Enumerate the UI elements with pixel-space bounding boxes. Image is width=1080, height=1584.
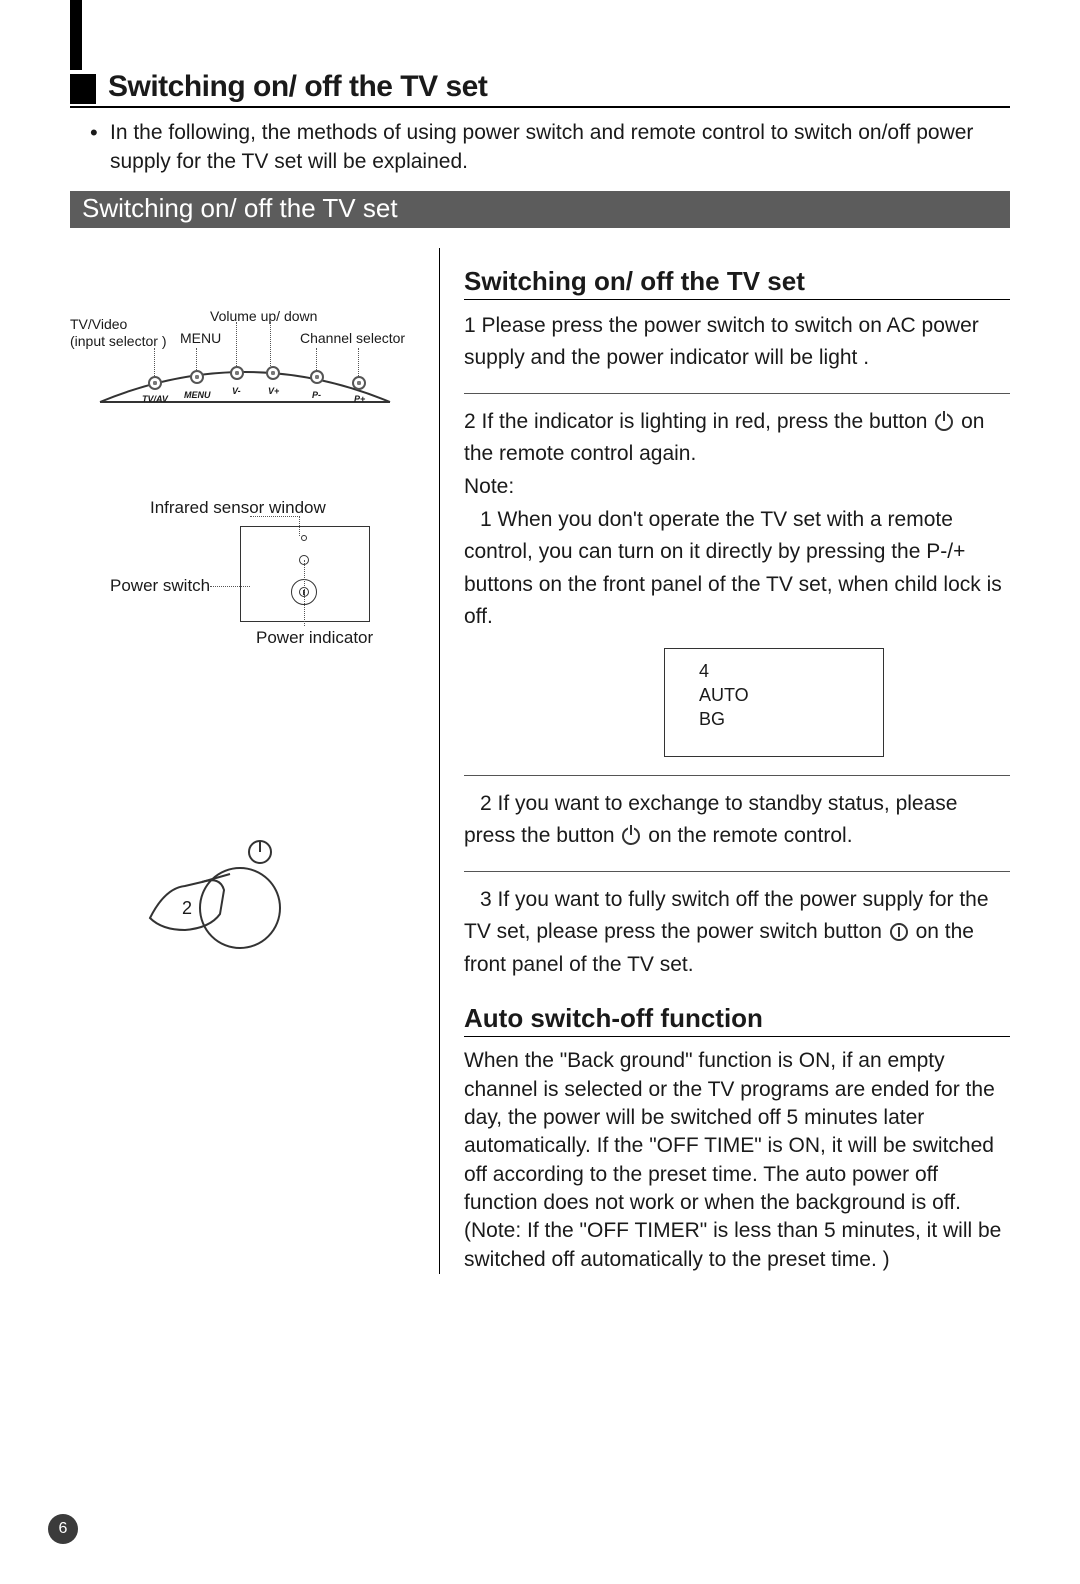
btn-label-5: P- <box>312 390 321 400</box>
left-column: TV/Video (input selector ) MENU Volume u… <box>70 248 440 1274</box>
label-tv-video: TV/Video (input selector ) <box>70 316 166 350</box>
remote-step-number: 2 <box>182 898 192 919</box>
page-title: Switching on/ off the TV set <box>108 70 487 104</box>
note2-b: on the remote control. <box>648 824 852 847</box>
page-corner-mark <box>70 0 82 70</box>
power-box <box>240 526 370 622</box>
leader-infrared <box>250 516 300 536</box>
separator-1 <box>464 393 1010 394</box>
panel-button-6 <box>352 376 366 390</box>
note-label: Note: <box>464 471 1010 504</box>
note3-a: 3 If you want to fully switch off the po… <box>464 888 989 944</box>
label-power-indicator: Power indicator <box>256 628 373 648</box>
osd-line-3: BG <box>699 707 865 731</box>
intro-text: In the following, the methods of using p… <box>110 118 1010 177</box>
infrared-dot <box>301 535 307 541</box>
step-1-text: 1 Please press the power switch to switc… <box>464 310 1010 375</box>
separator-3 <box>464 871 1010 872</box>
section-switching-title: Switching on/ off the TV set <box>464 266 1010 300</box>
front-panel-diagram: TV/Video (input selector ) MENU Volume u… <box>70 308 421 458</box>
btn-label-1: TV/AV <box>142 394 168 404</box>
panel-button-2 <box>190 370 204 384</box>
label-menu: MENU <box>180 330 221 347</box>
right-column: Switching on/ off the TV set 1 Please pr… <box>440 248 1010 1274</box>
separator-2 <box>464 775 1010 776</box>
panel-button-3 <box>230 366 244 380</box>
panel-button-4 <box>266 366 280 380</box>
label-volume: Volume up/ down <box>210 308 317 325</box>
tv-video-text: TV/Video <box>70 316 127 332</box>
auto-switch-text: When the "Back ground" function is ON, i… <box>464 1047 1010 1274</box>
osd-line-1: 4 <box>699 659 865 683</box>
content-columns: TV/Video (input selector ) MENU Volume u… <box>70 248 1010 1274</box>
leader-pswitch <box>210 586 250 587</box>
title-marker-box <box>70 74 96 104</box>
leader-pind <box>304 560 305 626</box>
note-2-text: 2 If you want to exchange to standby sta… <box>464 788 1010 853</box>
label-channel: Channel selector <box>300 330 405 347</box>
note-3-text: 3 If you want to fully switch off the po… <box>464 884 1010 982</box>
panel-arc <box>80 352 420 442</box>
osd-info-box: 4 AUTO BG <box>664 648 884 757</box>
page-number-badge: 6 <box>48 1514 78 1544</box>
power-switch-icon <box>890 923 908 941</box>
power-icon <box>622 827 640 845</box>
panel-button-5 <box>310 370 324 384</box>
subheader-bar: Switching on/ off the TV set <box>70 191 1010 228</box>
label-power-switch: Power switch <box>110 576 210 596</box>
page-number: 6 <box>59 1520 68 1538</box>
osd-line-2: AUTO <box>699 683 865 707</box>
title-row: Switching on/ off the TV set <box>70 70 1010 108</box>
power-panel-diagram: Infrared sensor window Power switch Powe… <box>70 498 421 698</box>
step2-part-a: 2 If the indicator is lighting in red, p… <box>464 410 927 433</box>
section-auto-title: Auto switch-off function <box>464 1003 1010 1037</box>
step-2-text: 2 If the indicator is lighting in red, p… <box>464 406 1010 471</box>
hand-press-svg <box>130 818 330 958</box>
power-icon <box>935 413 953 431</box>
input-selector-text: (input selector ) <box>70 333 166 349</box>
btn-label-4: V+ <box>268 386 279 396</box>
panel-button-1 <box>148 376 162 390</box>
note-1-text: 1 When you don't operate the TV set with… <box>464 504 1010 634</box>
btn-label-6: P+ <box>354 394 365 404</box>
btn-label-2: MENU <box>184 390 211 400</box>
remote-press-diagram: 2 <box>70 818 421 978</box>
btn-label-3: V- <box>232 386 241 396</box>
